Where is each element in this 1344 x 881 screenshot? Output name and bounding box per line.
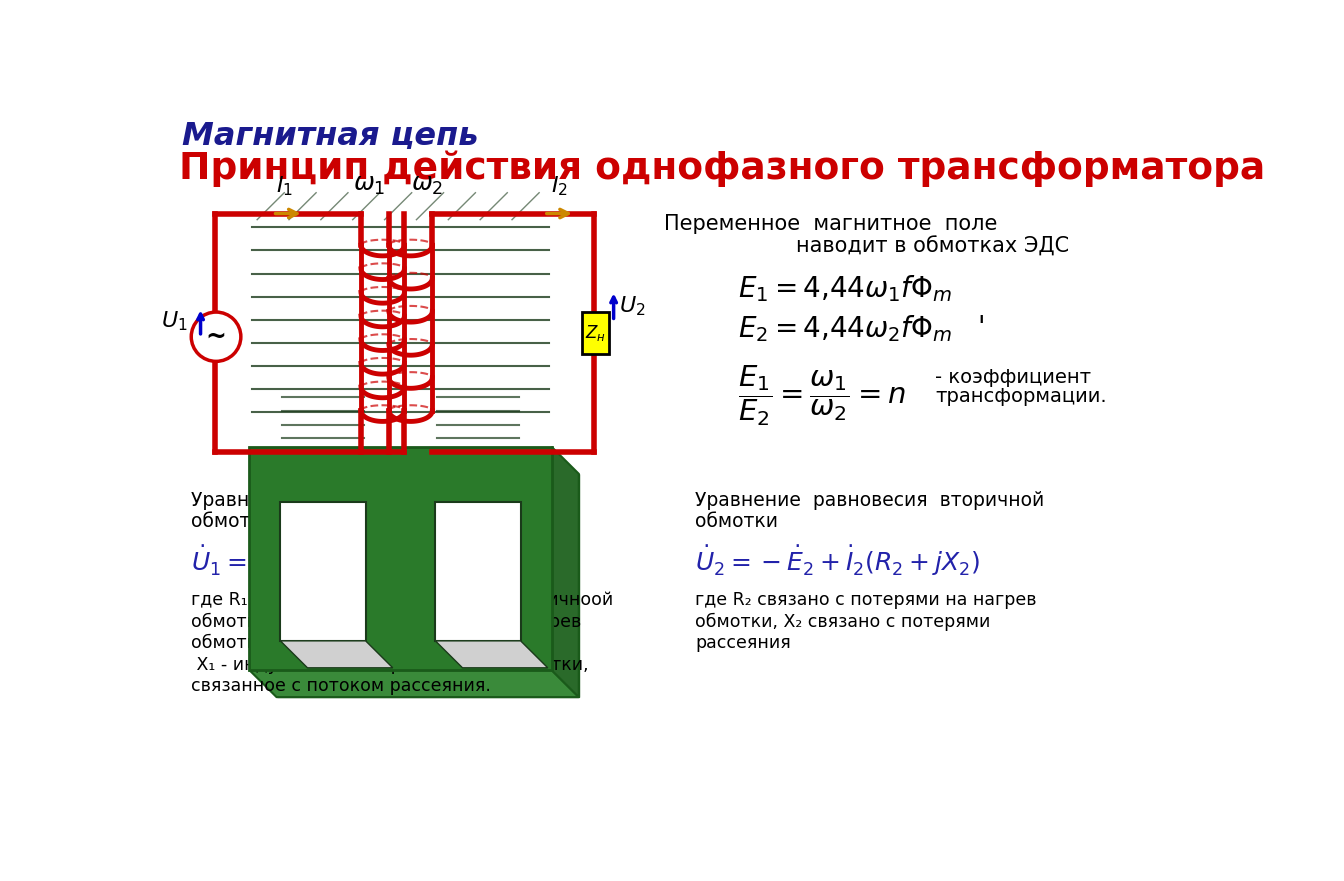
Bar	[582, 312, 609, 354]
Polygon shape	[281, 502, 366, 640]
Text: Уравнение  равновесия  вторичной: Уравнение равновесия вторичной	[695, 491, 1044, 510]
Text: обмотки, связанное с потерями на нагрев: обмотки, связанное с потерями на нагрев	[191, 612, 582, 631]
Polygon shape	[435, 640, 548, 668]
Polygon shape	[281, 640, 392, 668]
Polygon shape	[435, 502, 520, 640]
Text: рассеяния: рассеяния	[695, 634, 790, 652]
Text: $U_1$: $U_1$	[161, 309, 187, 333]
Polygon shape	[277, 474, 579, 697]
Text: $Z_н$: $Z_н$	[586, 322, 606, 343]
Text: обмотки, X₂ связано с потерями: обмотки, X₂ связано с потерями	[695, 612, 991, 631]
Text: - коэффициент: - коэффициент	[935, 367, 1091, 387]
Text: связанное с потоком рассеяния.: связанное с потоком рассеяния.	[191, 677, 491, 695]
Text: ': '	[978, 314, 985, 342]
Text: обмотки: обмотки	[695, 512, 778, 531]
Text: обмотки: обмотки	[191, 512, 274, 531]
Text: Принцип действия однофазного трансформатора: Принцип действия однофазного трансформат…	[179, 151, 1265, 187]
Text: где R₂ связано с потерями на нагрев: где R₂ связано с потерями на нагрев	[695, 591, 1036, 609]
Polygon shape	[250, 447, 551, 670]
Text: $I_1$: $I_1$	[276, 174, 293, 198]
Text: $\dot{U}_2 = -\dot{E}_2 + \dot{I}_2(R_2 + jX_2)$: $\dot{U}_2 = -\dot{E}_2 + \dot{I}_2(R_2 …	[695, 543, 980, 578]
Text: Магнитная цепь: Магнитная цепь	[181, 120, 478, 151]
Circle shape	[191, 312, 241, 361]
Text: наводит в обмотках ЭДС: наводит в обмотках ЭДС	[796, 237, 1068, 257]
Text: $U_2$: $U_2$	[620, 294, 645, 318]
Polygon shape	[250, 670, 579, 697]
Text: $\dot{U}_1 = -\dot{E}_1 + \dot{I}_1(R_1 + jX_1)$: $\dot{U}_1 = -\dot{E}_1 + \dot{I}_1(R_1 …	[191, 543, 476, 578]
Text: $I_2$: $I_2$	[551, 174, 567, 198]
Text: трансформации.: трансформации.	[935, 387, 1107, 406]
Text: Уравнение  равновевсия  первичной: Уравнение равновевсия первичной	[191, 491, 554, 510]
Text: $\omega_2$: $\omega_2$	[411, 173, 444, 196]
Text: $\omega_1$: $\omega_1$	[353, 173, 386, 196]
Text: где R₁ - активное сопротивление первичноой: где R₁ - активное сопротивление первично…	[191, 591, 613, 609]
Text: ~: ~	[206, 325, 227, 349]
Text: Переменное  магнитное  поле: Переменное магнитное поле	[664, 213, 997, 233]
Text: X₁ - индуктивное сопротивление обмотки,: X₁ - индуктивное сопротивление обмотки,	[191, 655, 589, 674]
Polygon shape	[551, 447, 579, 697]
Text: $\dfrac{E_1}{E_2} = \dfrac{\omega_1}{\omega_2} = n$: $\dfrac{E_1}{E_2} = \dfrac{\omega_1}{\om…	[738, 364, 906, 428]
Text: $E_2 = 4{,}44\omega_2 f\Phi_m$: $E_2 = 4{,}44\omega_2 f\Phi_m$	[738, 314, 952, 344]
Text: $E_1 = 4{,}44\omega_1 f\Phi_m$: $E_1 = 4{,}44\omega_1 f\Phi_m$	[738, 274, 952, 304]
Text: обмотки.: обмотки.	[191, 634, 274, 652]
